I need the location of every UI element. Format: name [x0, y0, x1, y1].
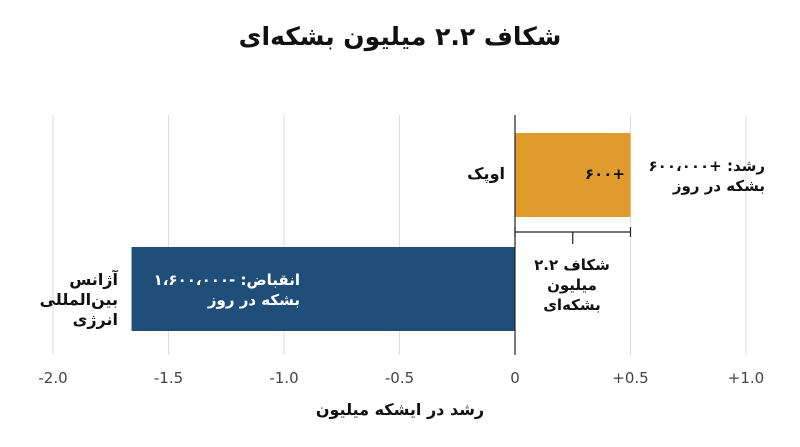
x-tick-label: 0 [510, 369, 520, 387]
bar [515, 133, 631, 217]
x-tick-label: -0.5 [385, 369, 414, 387]
category-label: آژانس بین‌المللی انرژی [39, 270, 118, 329]
x-tick-label: +0.5 [612, 369, 648, 387]
gap-annotation: شکاف ۲.۲ میلیون بشکه‌ای [534, 256, 610, 314]
x-tick-label: -2.0 [38, 369, 67, 387]
chart-title: شکاف ۲.۲ میلیون بشکه‌ای [238, 22, 562, 51]
x-tick-label: -1.0 [269, 369, 298, 387]
bar-annotation: انقباض: -۱،۶۰۰،۰۰۰ بشکه در روز [153, 271, 300, 309]
x-axis-label: رشد در ایشکه میلیون [315, 400, 485, 419]
x-tick-label: -1.5 [154, 369, 183, 387]
bar-annotation: +۶۰۰ [584, 165, 625, 183]
side-annotation: رشد: +۶۰۰،۰۰۰ بشکه در روز [648, 157, 765, 195]
category-label: اوپک [467, 164, 505, 183]
bar [131, 247, 516, 331]
x-tick-label: +1.0 [728, 369, 764, 387]
